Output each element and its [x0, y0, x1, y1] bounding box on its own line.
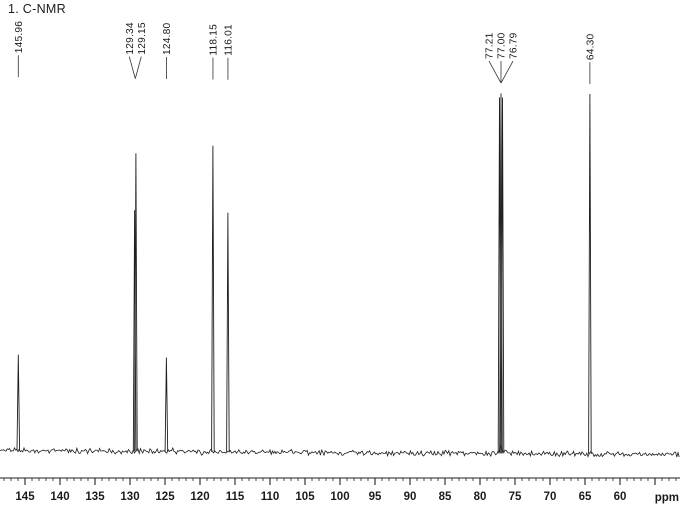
x-tick-label-125: 125: [155, 491, 175, 503]
peak-line-129.34: [132, 210, 137, 452]
x-tick-label-70: 70: [544, 491, 557, 503]
peak-line-129.15: [134, 153, 138, 452]
x-tick-label-135: 135: [85, 491, 105, 503]
peak-label-129.34: 129.34: [125, 22, 136, 54]
peak-label-fan-line: [500, 60, 514, 84]
x-tick-label-145: 145: [15, 491, 35, 503]
x-tick-label-75: 75: [509, 491, 522, 503]
peak-label-124.80: 124.80: [162, 23, 173, 55]
x-axis-unit-label: ppm: [655, 492, 679, 504]
peak-line-116.01: [226, 212, 230, 452]
peak-line-118.15: [211, 145, 215, 452]
peak-label-145.96: 145.96: [14, 21, 25, 53]
x-axis: 145 140 135 130 125 120 115 110 105 100 95 90 85 80 75…: [0, 477, 680, 504]
x-tick-label-85: 85: [439, 491, 452, 503]
peak-label-118.15: 118.15: [209, 24, 220, 56]
x-tick-label-90: 90: [404, 491, 417, 503]
x-tick-label-110: 110: [261, 491, 280, 503]
x-tick-label-60: 60: [614, 491, 627, 503]
peak-line-145.96: [16, 354, 21, 451]
spectrum-trace: [0, 444, 680, 458]
peak-label-fan-line: [488, 60, 502, 84]
page-title: 1. C-NMR: [8, 2, 66, 16]
x-tick-label-115: 115: [226, 491, 245, 503]
x-tick-label-80: 80: [474, 491, 487, 503]
peak-label-77.00: 77.00: [497, 32, 508, 59]
x-tick-label-105: 105: [295, 491, 315, 503]
peak-lines: [16, 93, 592, 455]
peak-line-64.30: [588, 93, 592, 455]
x-tick-label-130: 130: [120, 491, 139, 503]
x-tick-label-95: 95: [369, 491, 382, 503]
peak-label-64.30: 64.30: [586, 33, 597, 60]
peak-label-fan-line: [134, 56, 142, 79]
x-tick-label-140: 140: [50, 491, 69, 503]
peak-label-116.01: 116.01: [224, 24, 235, 56]
x-tick-label-65: 65: [579, 491, 592, 503]
peak-label-77.21: 77.21: [485, 32, 496, 59]
peak-label-129.15: 129.15: [137, 22, 148, 54]
peak-line-76.79: [500, 97, 505, 454]
peak-label-76.79: 76.79: [509, 32, 520, 59]
peak-line-124.80: [164, 357, 169, 452]
peak-label-fan-line: [128, 56, 136, 79]
peak-labels: 145.96 129.34 129.15 124.80 118.15 116.01 77.2…: [14, 21, 597, 85]
x-tick-label-120: 120: [190, 491, 209, 503]
x-tick-label-100: 100: [330, 491, 349, 503]
